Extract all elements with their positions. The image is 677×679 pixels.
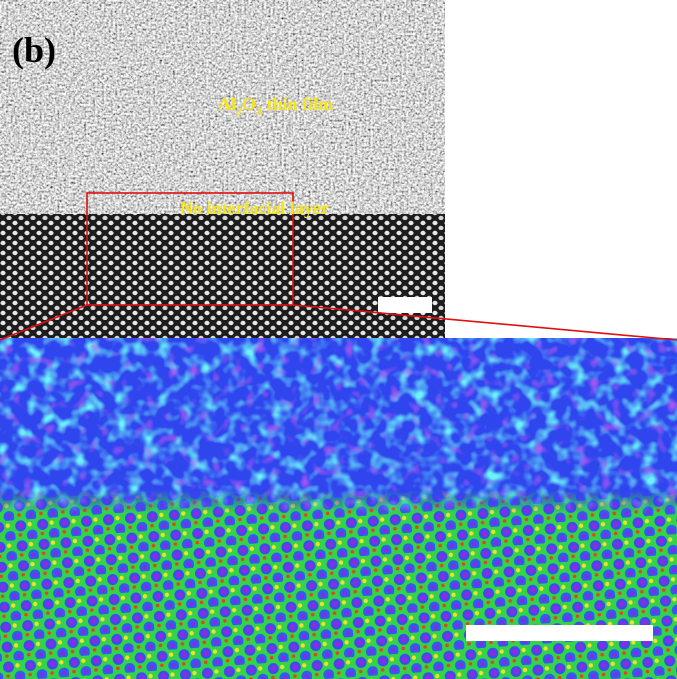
zoom-line: [0, 304, 88, 341]
panel-label: (b): [12, 30, 56, 70]
zoom-line: [292, 304, 677, 341]
label-part: O: [242, 94, 256, 114]
label-part: thin film: [262, 94, 333, 114]
label-part: 2: [236, 104, 242, 118]
tem-image: [0, 0, 445, 340]
color-map: [0, 338, 677, 679]
label-part: 3: [256, 104, 262, 118]
interface-label: No interfacial layer: [180, 198, 329, 218]
film-texture: [0, 0, 445, 218]
scale-bar: [378, 297, 432, 313]
zoom-box: [86, 192, 294, 306]
label-part: Al: [218, 94, 236, 114]
zoom-indicator: [0, 192, 677, 341]
film-label: Al2O3 thin film: [218, 94, 333, 118]
scale-bar: [466, 625, 653, 641]
map-lattice: [0, 490, 677, 679]
substrate-lattice: [0, 214, 445, 340]
